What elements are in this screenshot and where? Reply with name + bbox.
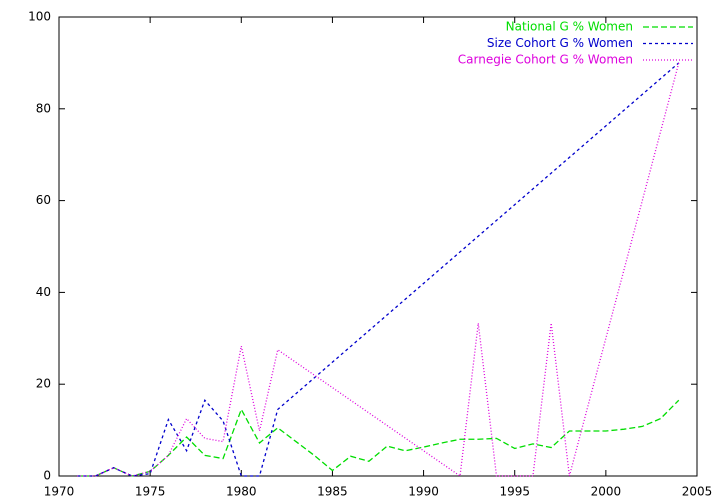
x-tick-label: 1985 — [317, 485, 348, 499]
plot-frame — [58, 16, 698, 477]
legend-label: Carnegie Cohort G % Women — [458, 53, 633, 67]
x-tick-label: 1995 — [499, 485, 530, 499]
x-tick-label: 1975 — [135, 485, 166, 499]
y-tick-label: 20 — [36, 377, 51, 391]
series-line — [77, 62, 680, 477]
series-line — [77, 399, 680, 477]
y-tick-label: 40 — [36, 285, 51, 299]
legend-label: National G % Women — [506, 20, 633, 34]
series-line — [77, 62, 680, 478]
y-tick-label: 100 — [28, 10, 51, 24]
x-tick-label: 1990 — [408, 485, 439, 499]
y-tick-label: 80 — [36, 101, 51, 115]
x-tick-label: 2005 — [682, 485, 713, 499]
x-tick-label: 1980 — [226, 485, 257, 499]
y-tick-label: 0 — [43, 469, 51, 483]
legend-label: Size Cohort G % Women — [487, 36, 633, 50]
x-tick-label: 2000 — [591, 485, 622, 499]
y-tick-label: 60 — [36, 193, 51, 207]
x-tick-label: 1970 — [44, 485, 75, 499]
